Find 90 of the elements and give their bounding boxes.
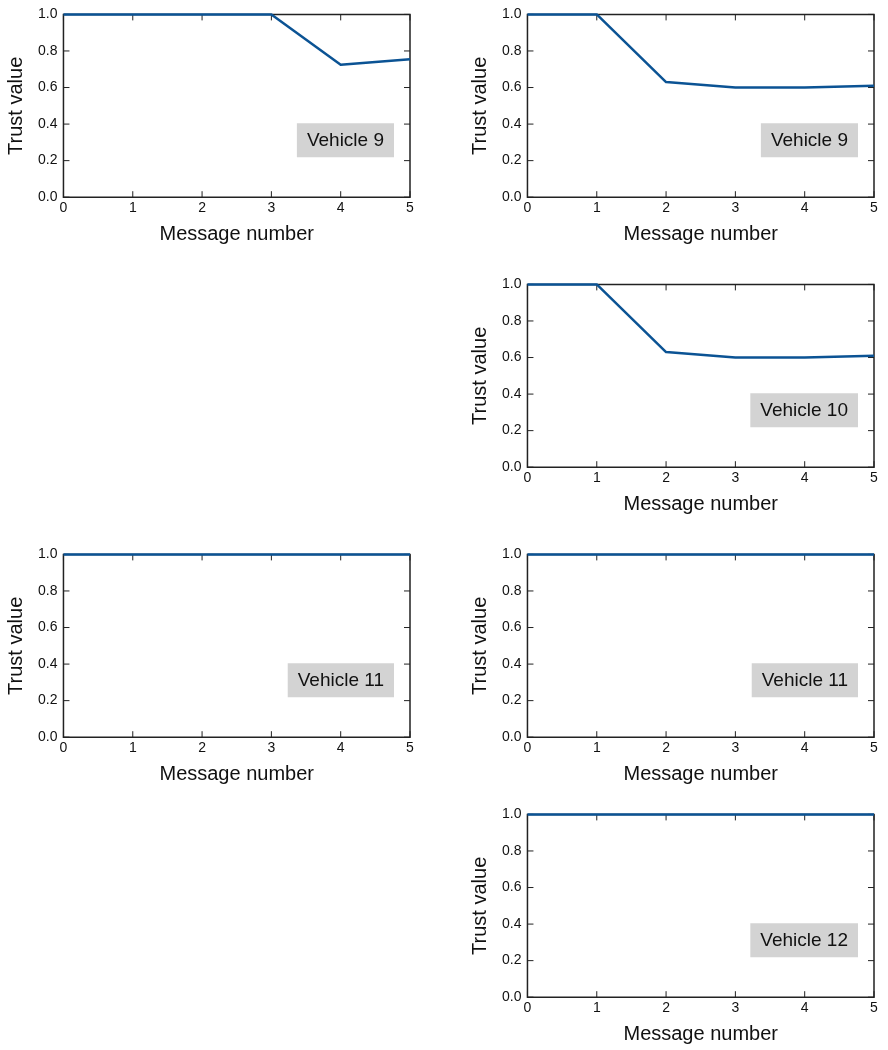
y-tick-label: 0.0 [501,988,522,1005]
x-tick-label: 5 [406,739,415,756]
x-tick-label: 4 [800,999,809,1016]
y-tick-label: 1.0 [501,275,522,292]
x-tick-label: 2 [662,999,671,1016]
y-tick-label: 0.6 [37,618,58,635]
x-tick-label: 0 [523,739,532,756]
y-tick-label: 0.0 [501,458,522,475]
x-tick-label: 4 [800,739,809,756]
x-tick-label: 2 [198,739,207,756]
y-tick-label: 0.8 [501,581,522,598]
x-tick-label: 5 [870,999,879,1016]
y-tick-label: 0.8 [37,41,58,58]
y-tick-label: 0.2 [501,421,522,438]
x-tick-label: 2 [662,739,671,756]
y-tick-label: 0.8 [501,41,522,58]
x-tick-label: 0 [523,199,532,216]
y-tick-label: 0.6 [501,348,522,365]
y-tick-label: 1.0 [37,545,58,562]
x-tick-label: 2 [662,199,671,216]
y-axis-title: Trust value [3,56,26,155]
x-tick-label: 5 [870,469,879,486]
y-axis-title: Trust value [3,596,26,695]
x-tick-label: 3 [267,199,276,216]
x-tick-label: 1 [592,469,601,486]
x-axis-title: Message number [159,221,315,244]
y-tick-label: 0.2 [501,151,522,168]
y-tick-label: 0.0 [37,188,58,205]
x-axis-title: Message number [623,491,779,514]
y-tick-label: 1.0 [501,5,522,22]
x-tick-label: 1 [592,739,601,756]
x-tick-label: 1 [592,999,601,1016]
x-tick-label: 1 [592,199,601,216]
y-tick-label: 0.8 [501,311,522,328]
x-tick-label: 0 [59,199,68,216]
x-tick-label: 1 [128,739,137,756]
y-tick-label: 0.0 [37,728,58,745]
x-tick-label: 4 [336,739,345,756]
annotation: Vehicle 11 [761,669,849,691]
x-tick-label: 3 [267,739,276,756]
annotation: Vehicle 10 [760,399,849,421]
y-axis-title: Trust value [467,56,490,155]
y-tick-label: 1.0 [501,805,522,822]
y-tick-label: 0.6 [501,78,522,95]
y-tick-label: 0.4 [37,654,58,671]
y-axis-title: Trust value [467,856,490,955]
y-tick-label: 0.2 [37,151,58,168]
x-tick-label: 0 [523,999,532,1016]
annotation: Vehicle 11 [297,669,385,691]
y-tick-label: 0.0 [501,728,522,745]
x-tick-label: 2 [662,469,671,486]
y-tick-label: 0.8 [37,581,58,598]
x-axis-title: Message number [623,221,779,244]
y-tick-label: 0.4 [501,114,522,131]
y-tick-label: 1.0 [501,545,522,562]
x-tick-label: 4 [336,199,345,216]
x-axis-title: Message number [623,761,779,784]
y-tick-label: 0.4 [37,114,58,131]
y-tick-label: 0.0 [501,188,522,205]
annotation: Vehicle 12 [760,929,849,951]
y-tick-label: 0.2 [37,691,58,708]
annotation: Vehicle 9 [306,129,385,151]
x-axis-title: Message number [159,761,315,784]
x-tick-label: 0 [59,739,68,756]
x-tick-label: 3 [731,199,740,216]
x-tick-label: 2 [198,199,207,216]
y-tick-label: 0.2 [501,691,522,708]
x-tick-label: 5 [406,199,415,216]
annotation: Vehicle 9 [770,129,849,151]
x-tick-label: 3 [731,469,740,486]
y-tick-label: 0.2 [501,951,522,968]
y-tick-label: 0.6 [37,78,58,95]
y-tick-label: 0.4 [501,654,522,671]
x-tick-label: 5 [870,199,879,216]
x-tick-label: 3 [731,739,740,756]
y-axis-title: Trust value [467,326,490,425]
y-tick-label: 0.8 [501,841,522,858]
x-tick-label: 5 [870,739,879,756]
x-axis-title: Message number [623,1021,779,1044]
y-tick-label: 0.4 [501,914,522,931]
x-tick-label: 0 [523,469,532,486]
y-tick-label: 0.6 [501,618,522,635]
y-tick-label: 1.0 [37,5,58,22]
x-tick-label: 3 [731,999,740,1016]
y-tick-label: 0.4 [501,384,522,401]
x-tick-label: 4 [800,199,809,216]
y-tick-label: 0.6 [501,878,522,895]
x-tick-label: 4 [800,469,809,486]
x-tick-label: 1 [128,199,137,216]
y-axis-title: Trust value [467,596,490,695]
